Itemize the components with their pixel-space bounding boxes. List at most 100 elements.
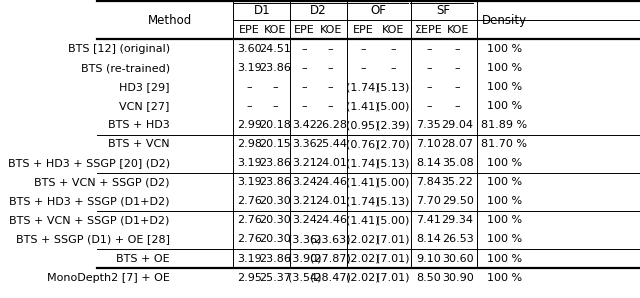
Text: 100 %: 100 %: [486, 101, 522, 111]
Text: (1.74): (1.74): [346, 196, 380, 207]
Text: (5.13): (5.13): [376, 158, 410, 168]
Text: 100 %: 100 %: [486, 215, 522, 225]
Text: ΣEPE: ΣEPE: [415, 25, 443, 35]
Text: 2.95: 2.95: [237, 273, 262, 283]
Text: BTS (re-trained): BTS (re-trained): [81, 63, 170, 73]
Text: 8.14: 8.14: [417, 235, 441, 244]
Text: –: –: [302, 82, 307, 92]
Text: –: –: [273, 101, 278, 111]
Text: 100 %: 100 %: [486, 254, 522, 263]
Text: –: –: [390, 63, 396, 73]
Text: –: –: [390, 44, 396, 54]
Text: (7.01): (7.01): [376, 273, 410, 283]
Text: (1.74): (1.74): [346, 158, 380, 168]
Text: BTS + VCN + SSGP (D1+D2): BTS + VCN + SSGP (D1+D2): [10, 215, 170, 225]
Text: 81.89 %: 81.89 %: [481, 120, 527, 130]
Text: Method: Method: [148, 14, 192, 27]
Text: EPE: EPE: [353, 25, 374, 35]
Text: 7.35: 7.35: [417, 120, 441, 130]
Text: 20.30: 20.30: [260, 235, 291, 244]
Text: (1.41): (1.41): [346, 215, 380, 225]
Text: 2.98: 2.98: [237, 139, 262, 149]
Text: 35.22: 35.22: [442, 177, 474, 187]
Text: 2.99: 2.99: [237, 120, 262, 130]
Text: 100 %: 100 %: [486, 273, 522, 283]
Text: 100 %: 100 %: [486, 82, 522, 92]
Text: BTS + OE: BTS + OE: [116, 254, 170, 263]
Text: –: –: [273, 82, 278, 92]
Text: KOE: KOE: [382, 25, 404, 35]
Text: 29.04: 29.04: [442, 120, 474, 130]
Text: HD3 [29]: HD3 [29]: [119, 82, 170, 92]
Text: 30.90: 30.90: [442, 273, 474, 283]
Text: –: –: [246, 82, 252, 92]
Text: 30.60: 30.60: [442, 254, 474, 263]
Text: (5.13): (5.13): [376, 196, 410, 207]
Text: 24.01: 24.01: [315, 158, 347, 168]
Text: (2.02): (2.02): [346, 235, 380, 244]
Text: D2: D2: [309, 4, 326, 17]
Text: –: –: [302, 44, 307, 54]
Text: (3.90): (3.90): [288, 254, 321, 263]
Text: –: –: [328, 101, 333, 111]
Text: (1.74): (1.74): [346, 82, 380, 92]
Text: 8.14: 8.14: [417, 158, 441, 168]
Text: 23.86: 23.86: [259, 63, 291, 73]
Text: 24.51: 24.51: [259, 44, 291, 54]
Text: –: –: [302, 101, 307, 111]
Text: (28.47): (28.47): [310, 273, 351, 283]
Text: 23.86: 23.86: [259, 158, 291, 168]
Text: 23.86: 23.86: [259, 254, 291, 263]
Text: 100 %: 100 %: [486, 44, 522, 54]
Text: 3.21: 3.21: [292, 158, 317, 168]
Text: 3.19: 3.19: [237, 177, 262, 187]
Text: KOE: KOE: [446, 25, 468, 35]
Text: (5.00): (5.00): [376, 101, 410, 111]
Text: 2.76: 2.76: [237, 196, 262, 207]
Text: –: –: [328, 82, 333, 92]
Text: EPE: EPE: [239, 25, 260, 35]
Text: 28.07: 28.07: [442, 139, 474, 149]
Text: 2.76: 2.76: [237, 215, 262, 225]
Text: 7.10: 7.10: [417, 139, 441, 149]
Text: 26.53: 26.53: [442, 235, 474, 244]
Text: KOE: KOE: [264, 25, 287, 35]
Text: EPE: EPE: [294, 25, 315, 35]
Text: –: –: [455, 82, 460, 92]
Text: –: –: [426, 63, 431, 73]
Text: 20.30: 20.30: [260, 215, 291, 225]
Text: 3.19: 3.19: [237, 158, 262, 168]
Text: D1: D1: [254, 4, 271, 17]
Text: –: –: [328, 63, 333, 73]
Text: (27.87): (27.87): [310, 254, 351, 263]
Text: 35.08: 35.08: [442, 158, 474, 168]
Text: 23.86: 23.86: [259, 177, 291, 187]
Text: 7.84: 7.84: [417, 177, 442, 187]
Text: Density: Density: [482, 14, 527, 27]
Text: 24.01: 24.01: [315, 196, 347, 207]
Text: 26.28: 26.28: [315, 120, 347, 130]
Text: 81.70 %: 81.70 %: [481, 139, 527, 149]
Text: (7.01): (7.01): [376, 235, 410, 244]
Text: (1.41): (1.41): [346, 177, 380, 187]
Text: OF: OF: [370, 4, 386, 17]
Text: –: –: [455, 63, 460, 73]
Text: SF: SF: [436, 4, 450, 17]
Text: (0.76): (0.76): [346, 139, 380, 149]
Text: BTS + HD3: BTS + HD3: [108, 120, 170, 130]
Text: 20.18: 20.18: [259, 120, 291, 130]
Text: BTS [12] (original): BTS [12] (original): [68, 44, 170, 54]
Text: (2.02): (2.02): [346, 273, 380, 283]
Text: –: –: [455, 101, 460, 111]
Text: (3.54): (3.54): [288, 273, 321, 283]
Text: (3.36): (3.36): [288, 235, 321, 244]
Text: 25.44: 25.44: [315, 139, 347, 149]
Text: (0.95): (0.95): [346, 120, 380, 130]
Text: 8.50: 8.50: [417, 273, 441, 283]
Text: 3.60: 3.60: [237, 44, 262, 54]
Text: –: –: [426, 44, 431, 54]
Text: 2.76: 2.76: [237, 235, 262, 244]
Text: BTS + VCN + SSGP (D2): BTS + VCN + SSGP (D2): [34, 177, 170, 187]
Text: 29.50: 29.50: [442, 196, 474, 207]
Text: 20.15: 20.15: [260, 139, 291, 149]
